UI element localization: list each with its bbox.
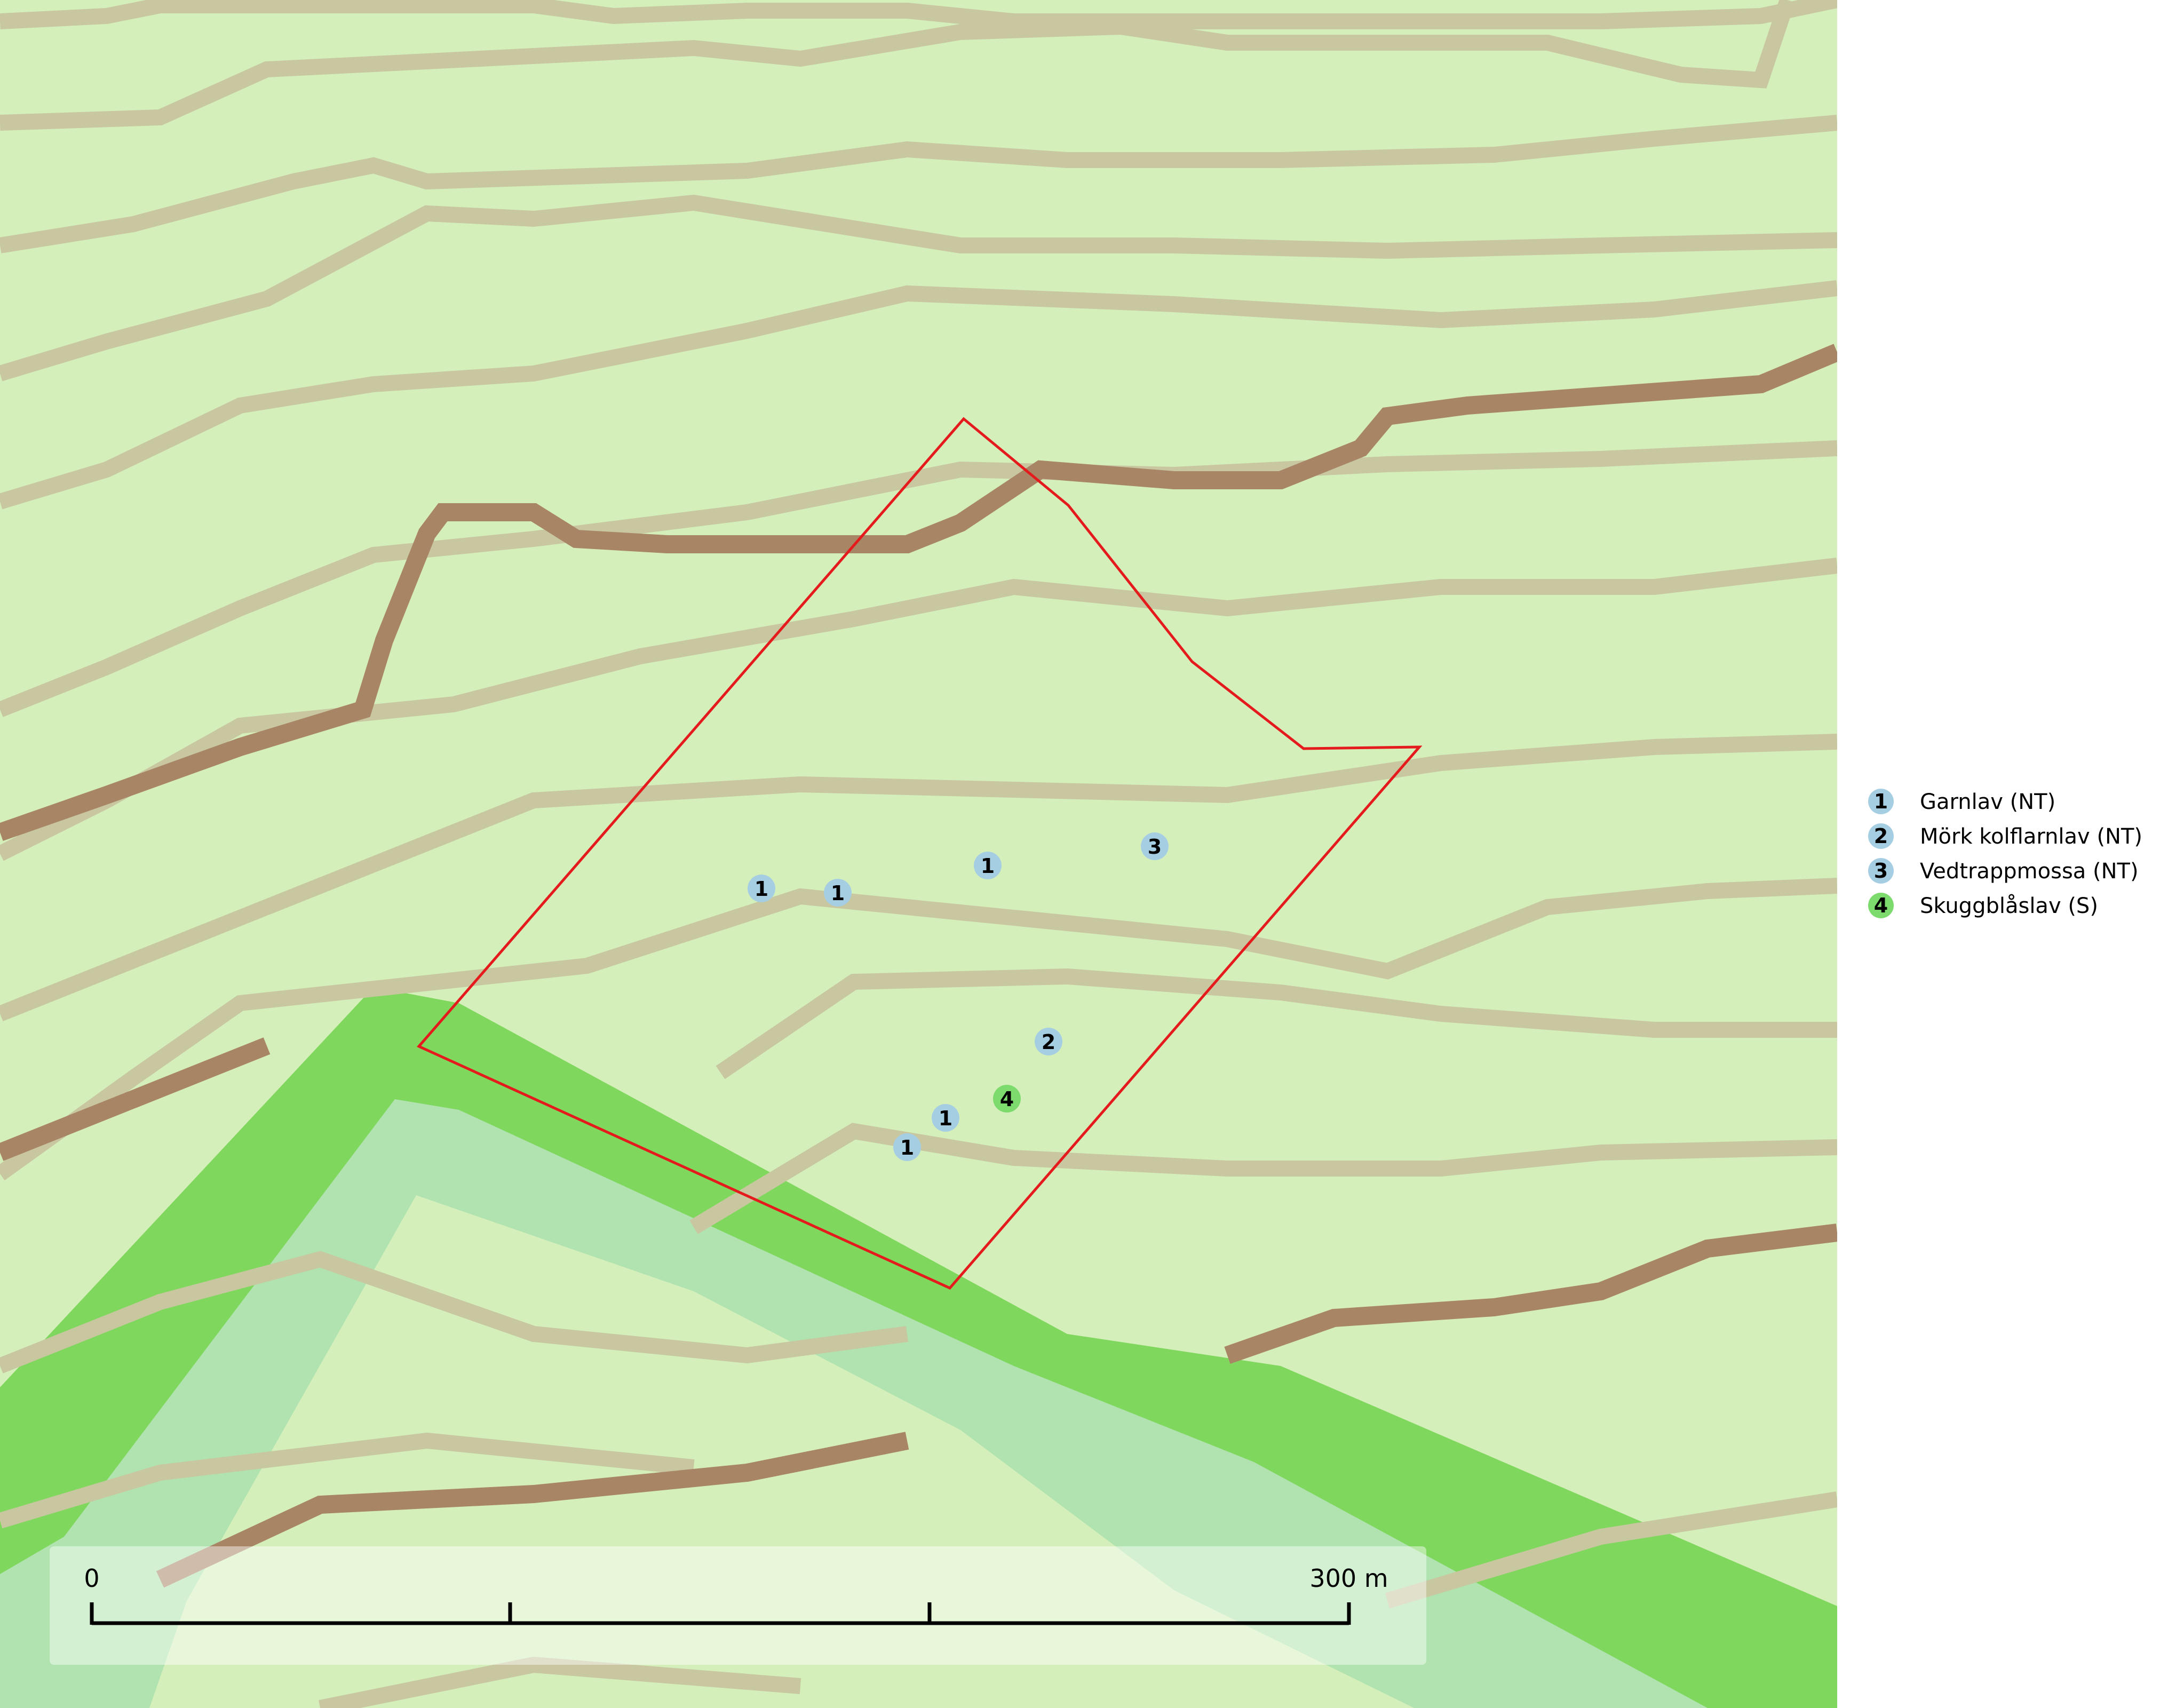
species-marker[interactable]: 3 bbox=[1141, 832, 1169, 860]
species-marker-number: 1 bbox=[939, 1107, 952, 1130]
map-layer bbox=[0, 0, 1837, 1708]
legend-label: Skuggblåslav (S) bbox=[1920, 894, 2098, 918]
legend-panel-background bbox=[1837, 0, 2160, 1708]
species-markers: 1 1 1 3 2 4 1 1 bbox=[748, 832, 1169, 1161]
contour-lines bbox=[0, 0, 1837, 1708]
species-marker[interactable]: 2 bbox=[1035, 1028, 1062, 1055]
legend-item: 2 Mörk kolflarnlav (NT) bbox=[1868, 823, 2142, 849]
species-marker[interactable]: 1 bbox=[974, 852, 1002, 879]
legend-symbol-number: 4 bbox=[1874, 894, 1888, 917]
legend-symbol bbox=[1868, 823, 1894, 849]
species-marker-number: 1 bbox=[981, 854, 995, 878]
species-marker-dot bbox=[974, 852, 1002, 879]
species-marker-dot bbox=[1035, 1028, 1062, 1055]
species-marker-dot bbox=[893, 1133, 921, 1161]
legend-item: 4 Skuggblåslav (S) bbox=[1868, 893, 2098, 918]
legend-symbol bbox=[1868, 789, 1894, 814]
legend-symbol-number: 2 bbox=[1874, 824, 1888, 848]
legend-symbol bbox=[1868, 893, 1894, 918]
species-marker-number: 1 bbox=[900, 1136, 914, 1159]
species-marker-dot bbox=[993, 1085, 1021, 1113]
study-area-boundary[interactable] bbox=[416, 417, 1423, 1290]
species-marker-dot bbox=[1141, 832, 1169, 860]
legend-item: 3 Vedtrappmossa (NT) bbox=[1868, 858, 2139, 884]
legend-label: Vedtrappmossa (NT) bbox=[1920, 859, 2139, 884]
legend-symbol-number: 1 bbox=[1874, 790, 1888, 813]
species-marker-number: 4 bbox=[1000, 1087, 1014, 1111]
legend-item: 1 Garnlav (NT) bbox=[1868, 789, 2055, 814]
legend-symbol bbox=[1868, 858, 1894, 884]
species-marker[interactable]: 4 bbox=[993, 1085, 1021, 1113]
species-marker-number: 2 bbox=[1042, 1030, 1055, 1054]
scale-bar-background bbox=[50, 1546, 1426, 1665]
terrain-strip bbox=[149, 1195, 1414, 1708]
species-marker[interactable]: 1 bbox=[932, 1104, 959, 1132]
species-marker[interactable]: 1 bbox=[824, 879, 852, 907]
index-contour-lines bbox=[0, 344, 1837, 1588]
legend: 1 Garnlav (NT) 2 Mörk kolflarnlav (NT) 3 Vedt… bbox=[1868, 789, 2142, 918]
legend-label: Garnlav (NT) bbox=[1920, 790, 2055, 814]
scale-bar: 0 300 m bbox=[50, 1546, 1426, 1665]
species-marker-dot bbox=[932, 1104, 959, 1132]
species-marker[interactable]: 1 bbox=[748, 875, 775, 902]
species-marker-number: 3 bbox=[1148, 835, 1162, 859]
scale-bar-end-label: 300 m bbox=[1309, 1564, 1388, 1593]
species-marker-dot bbox=[824, 879, 852, 907]
scale-bar-start-label: 0 bbox=[84, 1564, 99, 1593]
legend-symbol-number: 3 bbox=[1874, 859, 1888, 883]
species-marker-number: 1 bbox=[831, 881, 845, 905]
legend-label: Mörk kolflarnlav (NT) bbox=[1920, 824, 2142, 849]
species-marker-dot bbox=[748, 875, 775, 902]
species-marker-number: 1 bbox=[755, 877, 768, 901]
species-marker[interactable]: 1 bbox=[893, 1133, 921, 1161]
